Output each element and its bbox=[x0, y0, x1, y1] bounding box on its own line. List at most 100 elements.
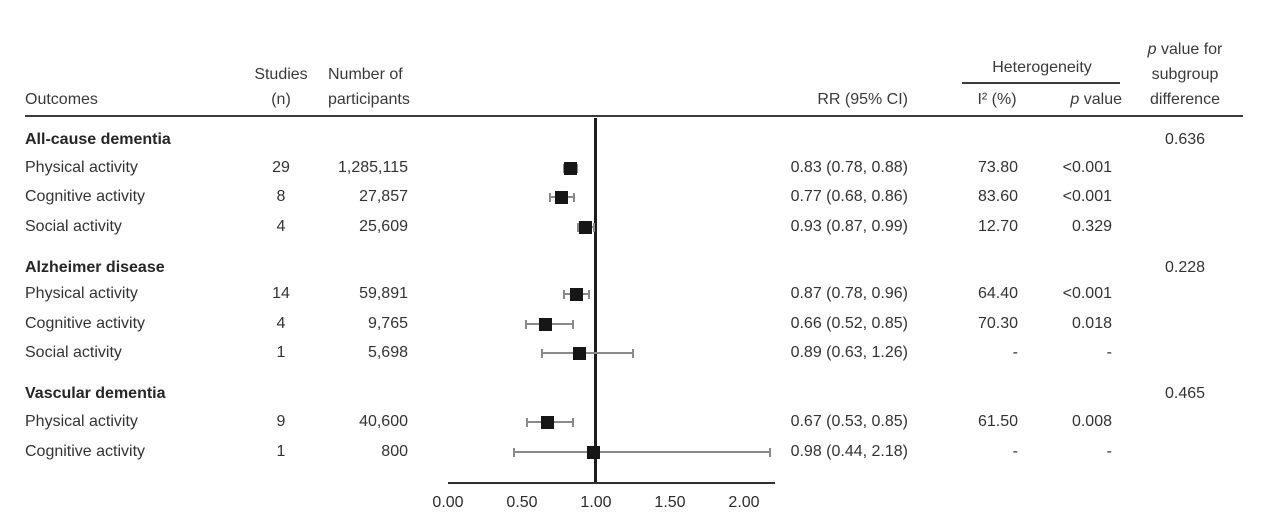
point-estimate-square bbox=[564, 161, 578, 175]
axis-tick-label: 1.00 bbox=[580, 494, 612, 511]
p-value: <0.001 bbox=[1062, 285, 1112, 302]
subgroup-header-line2: subgroup bbox=[1151, 66, 1219, 83]
participants-count: 59,891 bbox=[359, 285, 408, 302]
subgroup-header-line3: difference bbox=[1150, 91, 1220, 108]
rr-ci-text: 0.87 (0.78, 0.96) bbox=[790, 285, 908, 302]
i2-value: 61.50 bbox=[977, 413, 1018, 430]
ci-cap-left bbox=[576, 222, 579, 232]
subgroup-p-value: 0.465 bbox=[1164, 385, 1206, 402]
p-value: - bbox=[1106, 443, 1112, 460]
point-estimate-square bbox=[586, 445, 600, 459]
point-estimate-square bbox=[570, 287, 584, 301]
participants-count: 1,285,115 bbox=[338, 159, 408, 176]
participants-count: 27,857 bbox=[359, 188, 408, 205]
row-label: Cognitive activity bbox=[25, 443, 146, 460]
studies-count: 14 bbox=[272, 285, 290, 302]
subgroup-p-value: 0.228 bbox=[1164, 259, 1206, 276]
axis-tick-label: 0.00 bbox=[432, 494, 464, 511]
rr-ci-text: 0.93 (0.87, 0.99) bbox=[790, 218, 908, 235]
ci-cap-right bbox=[573, 192, 576, 202]
studies-count: 1 bbox=[276, 443, 286, 460]
p-value: - bbox=[1106, 344, 1112, 361]
p-italic: p bbox=[1147, 41, 1157, 58]
column-header-heterogeneity: Heterogeneity bbox=[992, 59, 1092, 76]
studies-count: 4 bbox=[276, 218, 286, 235]
subgroup-line1-rest: value for bbox=[1156, 41, 1223, 58]
rr-ci-text: 0.66 (0.52, 0.85) bbox=[790, 315, 908, 332]
rr-ci-text: 0.98 (0.44, 2.18) bbox=[790, 443, 908, 460]
column-header-rr: RR (95% CI) bbox=[817, 91, 908, 108]
point-estimate-square bbox=[579, 220, 593, 234]
participants-count: 25,609 bbox=[359, 218, 408, 235]
row-label: Social activity bbox=[25, 218, 122, 235]
column-header-studies-line2: (n) bbox=[271, 91, 291, 108]
participants-count: 5,698 bbox=[367, 344, 408, 361]
ci-cap-right bbox=[768, 447, 771, 457]
participants-count: 800 bbox=[381, 443, 408, 460]
i2-value: 83.60 bbox=[977, 188, 1018, 205]
point-estimate-square bbox=[540, 415, 554, 429]
ci-cap-right bbox=[592, 222, 595, 232]
row-label: Social activity bbox=[25, 344, 122, 361]
studies-count: 8 bbox=[276, 188, 286, 205]
ci-cap-right bbox=[632, 348, 635, 358]
subgroup-header-line1: p value for bbox=[1123, 37, 1247, 62]
p-value: 0.008 bbox=[1071, 413, 1112, 430]
heterogeneity-underline bbox=[962, 82, 1120, 84]
rr-ci-text: 0.77 (0.68, 0.86) bbox=[790, 188, 908, 205]
x-axis-line bbox=[448, 482, 775, 484]
studies-count: 4 bbox=[276, 315, 286, 332]
group-row-label: All-cause dementia bbox=[25, 131, 171, 148]
reference-line bbox=[594, 118, 597, 483]
ci-cap-left bbox=[526, 417, 529, 427]
i2-value: - bbox=[1012, 443, 1018, 460]
column-header-studies-line1: Studies bbox=[254, 66, 308, 83]
row-label: Cognitive activity bbox=[25, 188, 146, 205]
ci-cap-right bbox=[588, 289, 591, 299]
i2-value: 12.70 bbox=[977, 218, 1018, 235]
i2-value: - bbox=[1012, 344, 1018, 361]
column-header-i2: I² (%) bbox=[977, 91, 1017, 108]
p-rest: value bbox=[1079, 91, 1122, 108]
ci-cap-left bbox=[563, 289, 566, 299]
row-label: Physical activity bbox=[25, 413, 138, 430]
ci-whisker bbox=[513, 451, 771, 453]
column-header-pvalue: p value bbox=[1040, 87, 1122, 112]
point-estimate-square bbox=[539, 317, 553, 331]
ci-cap-left bbox=[513, 447, 516, 457]
group-row-label: Alzheimer disease bbox=[25, 259, 165, 276]
p-value: 0.329 bbox=[1071, 218, 1112, 235]
column-header-subgroup-p: p value for subgroup difference bbox=[1123, 37, 1247, 112]
column-header-participants: Number of participants bbox=[328, 62, 458, 112]
row-label: Physical activity bbox=[25, 285, 138, 302]
column-header-outcomes: Outcomes bbox=[25, 91, 98, 108]
ci-cap-left bbox=[541, 348, 544, 358]
column-header-participants-line1: Number of bbox=[328, 66, 403, 83]
ci-cap-right bbox=[571, 319, 574, 329]
participants-count: 9,765 bbox=[367, 315, 408, 332]
i2-value: 64.40 bbox=[977, 285, 1018, 302]
ci-cap-right bbox=[571, 417, 574, 427]
axis-tick-label: 2.00 bbox=[728, 494, 760, 511]
studies-count: 9 bbox=[276, 413, 286, 430]
p-value: 0.018 bbox=[1071, 315, 1112, 332]
p-value: <0.001 bbox=[1062, 188, 1112, 205]
ci-cap-left bbox=[524, 319, 527, 329]
p-value: <0.001 bbox=[1062, 159, 1112, 176]
column-header-studies: Studies (n) bbox=[248, 62, 314, 112]
point-estimate-square bbox=[555, 190, 569, 204]
studies-count: 29 bbox=[272, 159, 290, 176]
i2-value: 70.30 bbox=[977, 315, 1018, 332]
header-rule bbox=[25, 115, 1243, 117]
rr-ci-text: 0.83 (0.78, 0.88) bbox=[790, 159, 908, 176]
i2-value: 73.80 bbox=[977, 159, 1018, 176]
group-row-label: Vascular dementia bbox=[25, 385, 166, 402]
point-estimate-square bbox=[573, 346, 587, 360]
axis-tick-label: 0.50 bbox=[506, 494, 538, 511]
studies-count: 1 bbox=[276, 344, 286, 361]
row-label: Physical activity bbox=[25, 159, 138, 176]
ci-cap-left bbox=[548, 192, 551, 202]
subgroup-p-value: 0.636 bbox=[1164, 131, 1206, 148]
rr-ci-text: 0.89 (0.63, 1.26) bbox=[790, 344, 908, 361]
